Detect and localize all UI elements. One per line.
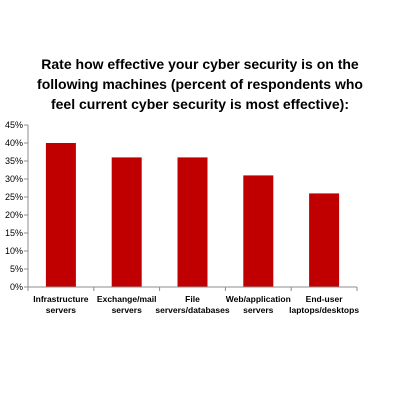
chart-title-line-3: feel current cyber security is most effe…: [50, 96, 349, 112]
bar: [243, 175, 274, 287]
x-tick-label-line: Infrastructure: [33, 294, 89, 304]
y-tick-label: 0%: [10, 282, 23, 292]
chart-title: Rate how effective your cyber security i…: [20, 54, 380, 114]
y-tick-label: 10%: [5, 246, 23, 256]
y-tick-label: 35%: [5, 156, 23, 166]
axes: [27, 125, 357, 288]
y-tick-label: 20%: [5, 210, 23, 220]
bar: [309, 193, 340, 287]
chart-title-line-2: following machines (percent of responden…: [37, 76, 363, 92]
y-tick-label: 15%: [5, 228, 23, 238]
x-tick-label-line: File: [185, 294, 200, 304]
y-axis-ticks: 0% 5% 10% 15% 20% 25% 30% 35% 40% 45%: [5, 120, 28, 292]
x-tick-label: End-user laptops/desktops: [289, 294, 359, 315]
bars: [45, 143, 340, 287]
x-tick-label-line: Web/application: [226, 294, 291, 304]
bar: [45, 143, 76, 287]
y-tick-label: 30%: [5, 174, 23, 184]
y-tick-label: 45%: [5, 120, 23, 130]
x-tick-label: Exchange/mail servers: [97, 294, 157, 315]
bar: [177, 157, 208, 287]
x-tick-label: File servers/databases: [155, 294, 229, 315]
y-tick-label: 25%: [5, 192, 23, 202]
x-tick-label-line: Exchange/mail: [97, 294, 157, 304]
x-tick-label: Web/application servers: [226, 294, 291, 315]
x-tick-label: Infrastructure servers: [33, 294, 89, 315]
bar: [111, 157, 142, 287]
x-tick-label-line: servers/databases: [155, 305, 229, 315]
x-tick-label-line: laptops/desktops: [289, 305, 359, 315]
x-tick-label-line: servers: [112, 305, 143, 315]
chart-title-line-1: Rate how effective your cyber security i…: [41, 56, 359, 72]
x-tick-label-line: End-user: [306, 294, 344, 304]
y-tick-label: 40%: [5, 138, 23, 148]
y-tick-label: 5%: [10, 264, 23, 274]
x-tick-label-line: servers: [243, 305, 274, 315]
x-tick-label-line: servers: [46, 305, 77, 315]
